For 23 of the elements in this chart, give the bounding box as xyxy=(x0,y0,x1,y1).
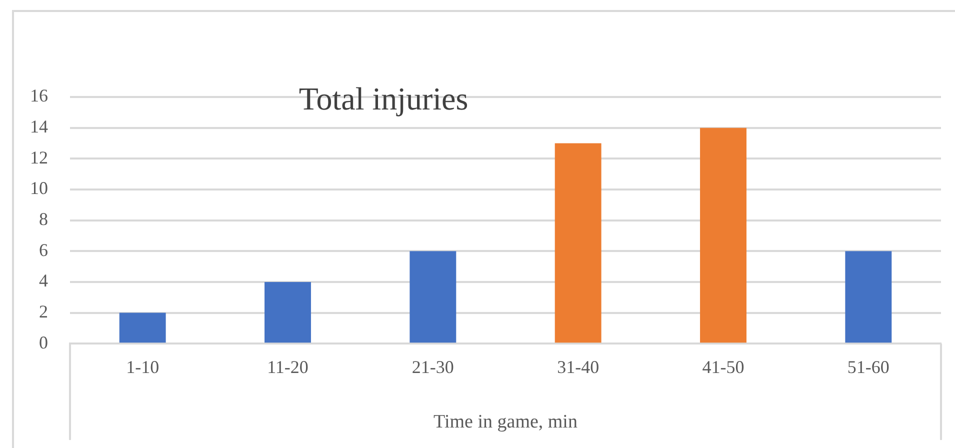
x-tick-label: 11-20 xyxy=(267,357,308,378)
y-tick-label: 12 xyxy=(30,147,48,168)
y-tick-label: 8 xyxy=(39,209,48,230)
bar xyxy=(119,312,166,343)
x-tick-label: 41-50 xyxy=(702,357,744,378)
y-tick-label: 10 xyxy=(30,178,48,198)
x-axis-title: Time in game, min xyxy=(434,412,578,433)
x-tick-label: 1-10 xyxy=(126,357,160,378)
y-tick-label: 14 xyxy=(30,116,48,137)
bar xyxy=(700,128,746,343)
y-tick-label: 6 xyxy=(39,240,48,260)
x-tick-label: 21-30 xyxy=(412,357,454,378)
x-tick-label: 31-40 xyxy=(557,357,600,378)
y-tick-label: 16 xyxy=(30,86,48,106)
bar xyxy=(845,251,892,343)
y-tick-label: 0 xyxy=(39,332,48,352)
chart-title: Total injuries xyxy=(298,80,468,116)
bar xyxy=(410,251,456,343)
y-tick-label: 4 xyxy=(39,270,48,291)
bar xyxy=(264,282,311,343)
bar xyxy=(554,143,602,343)
y-tick-label: 2 xyxy=(39,302,48,322)
x-tick-label: 51-60 xyxy=(847,357,890,378)
